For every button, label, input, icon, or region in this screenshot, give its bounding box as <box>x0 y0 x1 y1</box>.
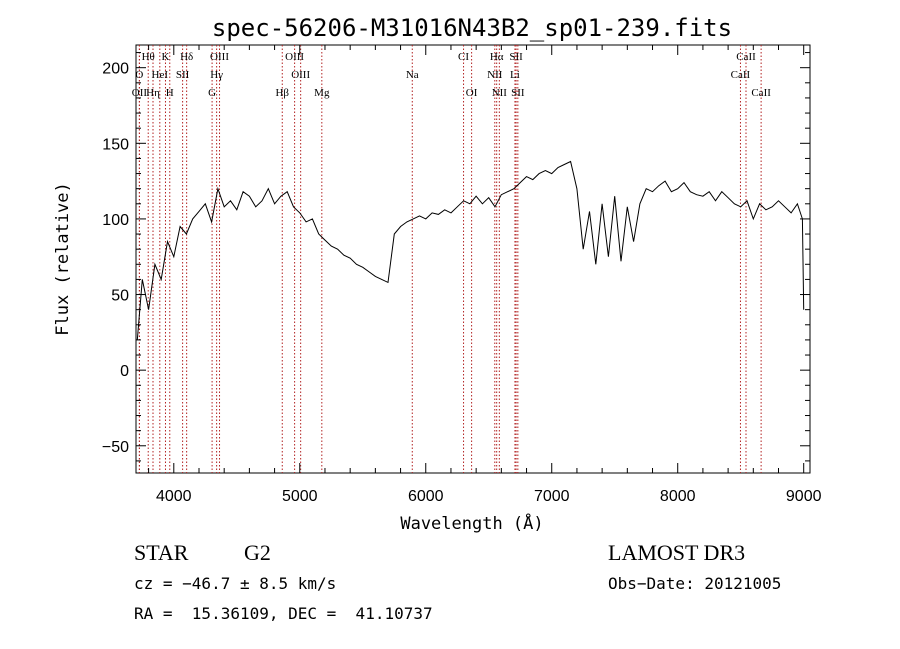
spectral-line-label: OIII <box>291 69 310 81</box>
spectral-line-label: SII <box>511 87 525 99</box>
spectral-line-label: Li <box>510 69 520 81</box>
x-tick-label: 6000 <box>408 488 444 505</box>
spectrum-line <box>136 160 805 340</box>
y-tick-label: −50 <box>102 439 129 456</box>
spectral-line-label: CaII <box>736 51 756 63</box>
spectral-line-label: OII <box>132 87 148 99</box>
spectral-line-label: Hγ <box>210 69 223 81</box>
spectral-line-labels: Hθ K Hδ OIII OIII CI Hα SII CaII O HeI SII Hγ OIII Na N… <box>132 51 771 99</box>
spectral-line-label: NII <box>492 87 508 99</box>
y-tick-label: 100 <box>102 212 129 229</box>
spectral-line-label: Na <box>406 69 419 81</box>
obs-date: Obs−Date: 20121005 <box>608 574 782 593</box>
spectral-line-label: CaII <box>731 69 751 81</box>
spectral-line-label: SII <box>176 69 190 81</box>
spectral-line-label: NII <box>487 69 503 81</box>
spectrum-series <box>136 160 805 340</box>
spectral-line-label: OIII <box>285 51 304 63</box>
spectral-line-label: Hβ <box>275 87 289 99</box>
x-tick-label: 9000 <box>786 488 822 505</box>
spectral-line-label: SII <box>509 51 523 63</box>
spectral-line-label: Hθ <box>142 51 155 63</box>
y-tick-label: 50 <box>111 288 129 305</box>
spectral-line-label: Hδ <box>180 51 193 63</box>
survey-name: LAMOST DR3 <box>608 540 746 565</box>
x-tick-label: 5000 <box>282 488 318 505</box>
object-class: STAR <box>134 540 189 565</box>
spectral-line-label: H <box>166 87 174 99</box>
spectral-line-label: G <box>208 87 216 99</box>
spectral-line-label: HeI <box>152 69 169 81</box>
spectral-line-label: Hα <box>490 51 504 63</box>
coordinates: RA = 15.36109, DEC = 41.10737 <box>134 604 433 623</box>
spectral-line-label: K <box>162 51 170 63</box>
y-tick-label: 150 <box>102 136 129 153</box>
chart-title: spec-56206-M31016N43B2_sp01-239.fits <box>212 14 732 42</box>
spectral-line-label: Mg <box>314 87 330 99</box>
x-axis: 4000 5000 6000 7000 8000 9000 <box>148 45 822 505</box>
x-tick-label: 7000 <box>534 488 570 505</box>
spectral-line-label: CaII <box>751 87 771 99</box>
y-tick-label: 0 <box>120 363 129 380</box>
x-tick-label: 4000 <box>156 488 192 505</box>
plot-frame <box>135 44 811 474</box>
x-tick-label: 8000 <box>660 488 696 505</box>
spectral-line-markers <box>138 45 762 473</box>
y-axis: −50 0 50 100 150 200 <box>102 52 810 462</box>
spectral-line-label: OIII <box>210 51 229 63</box>
spectral-line-label: Hη <box>146 87 160 99</box>
object-subclass: G2 <box>244 540 271 565</box>
redshift-readout: cz = −46.7 ± 8.5 km/s <box>134 574 337 593</box>
y-tick-label: 200 <box>102 61 129 78</box>
spectral-line-label: O <box>135 69 143 81</box>
y-axis-label: Flux (relative) <box>53 182 73 336</box>
spectral-line-label: OI <box>466 87 478 99</box>
spectral-line-label: CI <box>458 51 469 63</box>
x-axis-label: Wavelength (Å) <box>400 512 543 534</box>
